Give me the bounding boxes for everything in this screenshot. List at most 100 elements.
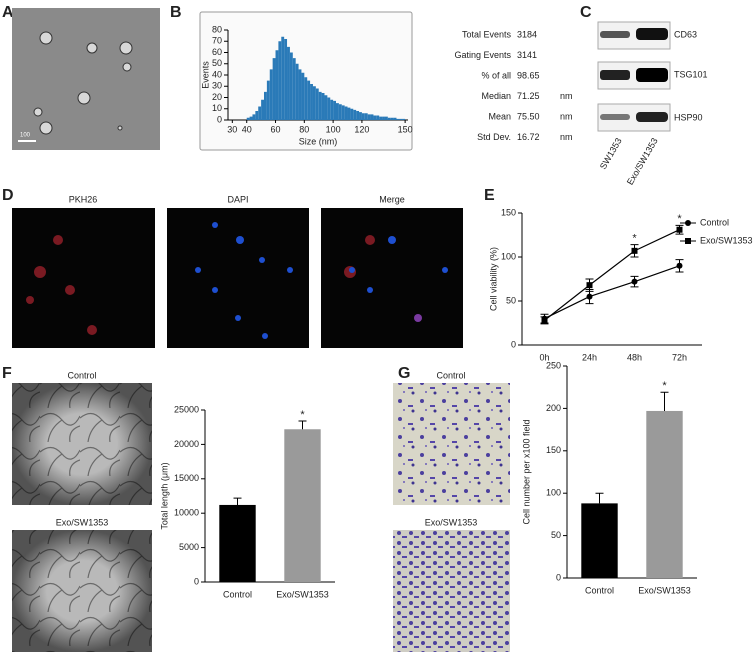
x-tick-label: 100 xyxy=(326,124,341,134)
band-label: HSP90 xyxy=(674,112,703,122)
x-tick-label: 72h xyxy=(672,352,687,362)
channel-label: Merge xyxy=(379,194,405,204)
x-tick-label: Control xyxy=(585,585,614,595)
annotation: * xyxy=(632,233,637,245)
hist-bar xyxy=(370,114,374,120)
stats-cell: 71.25 xyxy=(517,91,540,101)
bar xyxy=(646,410,683,578)
hist-bar xyxy=(315,88,319,120)
marker xyxy=(631,247,638,254)
panel-label: A xyxy=(2,4,14,21)
hist-bar xyxy=(393,117,397,120)
hist-bar xyxy=(312,86,316,120)
hist-bar xyxy=(338,104,342,120)
hist-bar xyxy=(376,115,380,120)
hist-bar xyxy=(379,116,383,120)
hist-bar xyxy=(347,107,351,120)
hist-bar xyxy=(307,80,311,120)
channel-label: DAPI xyxy=(227,194,248,204)
hist-bar xyxy=(353,109,357,120)
stats-cell: % of all xyxy=(481,70,511,80)
panel-label: F xyxy=(2,365,12,382)
y-tick-label: 50 xyxy=(506,295,516,305)
lane-label: Exo/SW1353 xyxy=(625,136,660,186)
x-tick-label: 40 xyxy=(242,124,252,134)
y-tick-label: 50 xyxy=(212,58,222,68)
hist-bar xyxy=(246,117,250,120)
hist-bar xyxy=(310,84,313,120)
transwell-image xyxy=(393,530,510,652)
marker xyxy=(631,278,638,285)
marker xyxy=(541,317,548,324)
hist-bar xyxy=(356,111,360,120)
annotation: * xyxy=(300,409,305,421)
y-tick-label: 40 xyxy=(212,69,222,79)
fluor-image xyxy=(12,208,155,348)
y-tick-label: 10 xyxy=(212,103,222,113)
x-tick-label: Control xyxy=(223,589,252,599)
y-tick-label: 0 xyxy=(511,339,516,349)
hist-bar xyxy=(361,113,365,120)
hist-bar xyxy=(261,99,264,120)
hist-bar xyxy=(382,116,385,120)
y-tick-label: 150 xyxy=(546,445,561,455)
hist-bar xyxy=(399,118,403,120)
y-tick-label: 100 xyxy=(501,251,516,261)
x-tick-label: 48h xyxy=(627,352,642,362)
panel-label: D xyxy=(2,187,14,204)
x-tick-label: Exo/SW1353 xyxy=(276,589,329,599)
bar xyxy=(219,504,256,582)
y-tick-label: 20 xyxy=(212,92,222,102)
x-tick-label: 0h xyxy=(539,352,549,362)
hist-bar xyxy=(281,36,285,120)
band-label: CD63 xyxy=(674,29,697,39)
vignette xyxy=(12,530,152,652)
x-tick-label: 80 xyxy=(299,124,309,134)
hist-bar xyxy=(298,69,302,120)
hist-bar xyxy=(249,116,253,120)
hist-bar xyxy=(384,116,388,120)
hist-bar xyxy=(324,95,328,120)
image-label: Control xyxy=(436,370,465,380)
x-tick-label: 120 xyxy=(354,124,369,134)
series-line xyxy=(544,265,680,320)
error-bar xyxy=(233,497,242,505)
hist-bar xyxy=(359,112,362,120)
y-tick-label: 0 xyxy=(194,576,199,586)
stats-cell: nm xyxy=(560,91,573,101)
hist-bar xyxy=(295,63,299,120)
error-bar xyxy=(298,420,307,430)
hist-bar xyxy=(266,80,270,120)
stats-cell: nm xyxy=(560,111,573,121)
stats-cell: 16.72 xyxy=(517,132,540,142)
hist-bar xyxy=(278,41,282,120)
stats-cell: Mean xyxy=(488,111,511,121)
legend-label: Exo/SW1353 xyxy=(700,235,753,245)
hist-bar xyxy=(258,106,262,120)
dapi-signal xyxy=(195,222,293,339)
hist-bar xyxy=(284,39,288,120)
legend-label: Control xyxy=(700,217,729,227)
panel-label: E xyxy=(484,187,495,204)
vignette xyxy=(12,383,152,505)
y-tick-label: 70 xyxy=(212,36,222,46)
marker xyxy=(676,262,683,269)
hist-bar xyxy=(336,103,339,120)
em-image xyxy=(12,8,160,150)
y-axis-label: Events xyxy=(200,61,210,89)
x-tick-label: 60 xyxy=(271,124,281,134)
hist-bar xyxy=(255,111,259,120)
stats-cell: 98.65 xyxy=(517,70,540,80)
y-tick-label: 150 xyxy=(501,207,516,217)
stats-cell: nm xyxy=(560,132,573,142)
channel-label: PKH26 xyxy=(69,194,98,204)
stats-cell: 3184 xyxy=(517,29,537,39)
vesicles xyxy=(33,31,133,135)
y-tick-label: 80 xyxy=(212,24,222,34)
y-tick-label: 200 xyxy=(546,403,561,413)
y-tick-label: 25000 xyxy=(174,404,199,414)
pkh26-signal xyxy=(26,235,97,335)
hist-bar xyxy=(373,115,377,120)
panel-label: G xyxy=(398,365,410,382)
